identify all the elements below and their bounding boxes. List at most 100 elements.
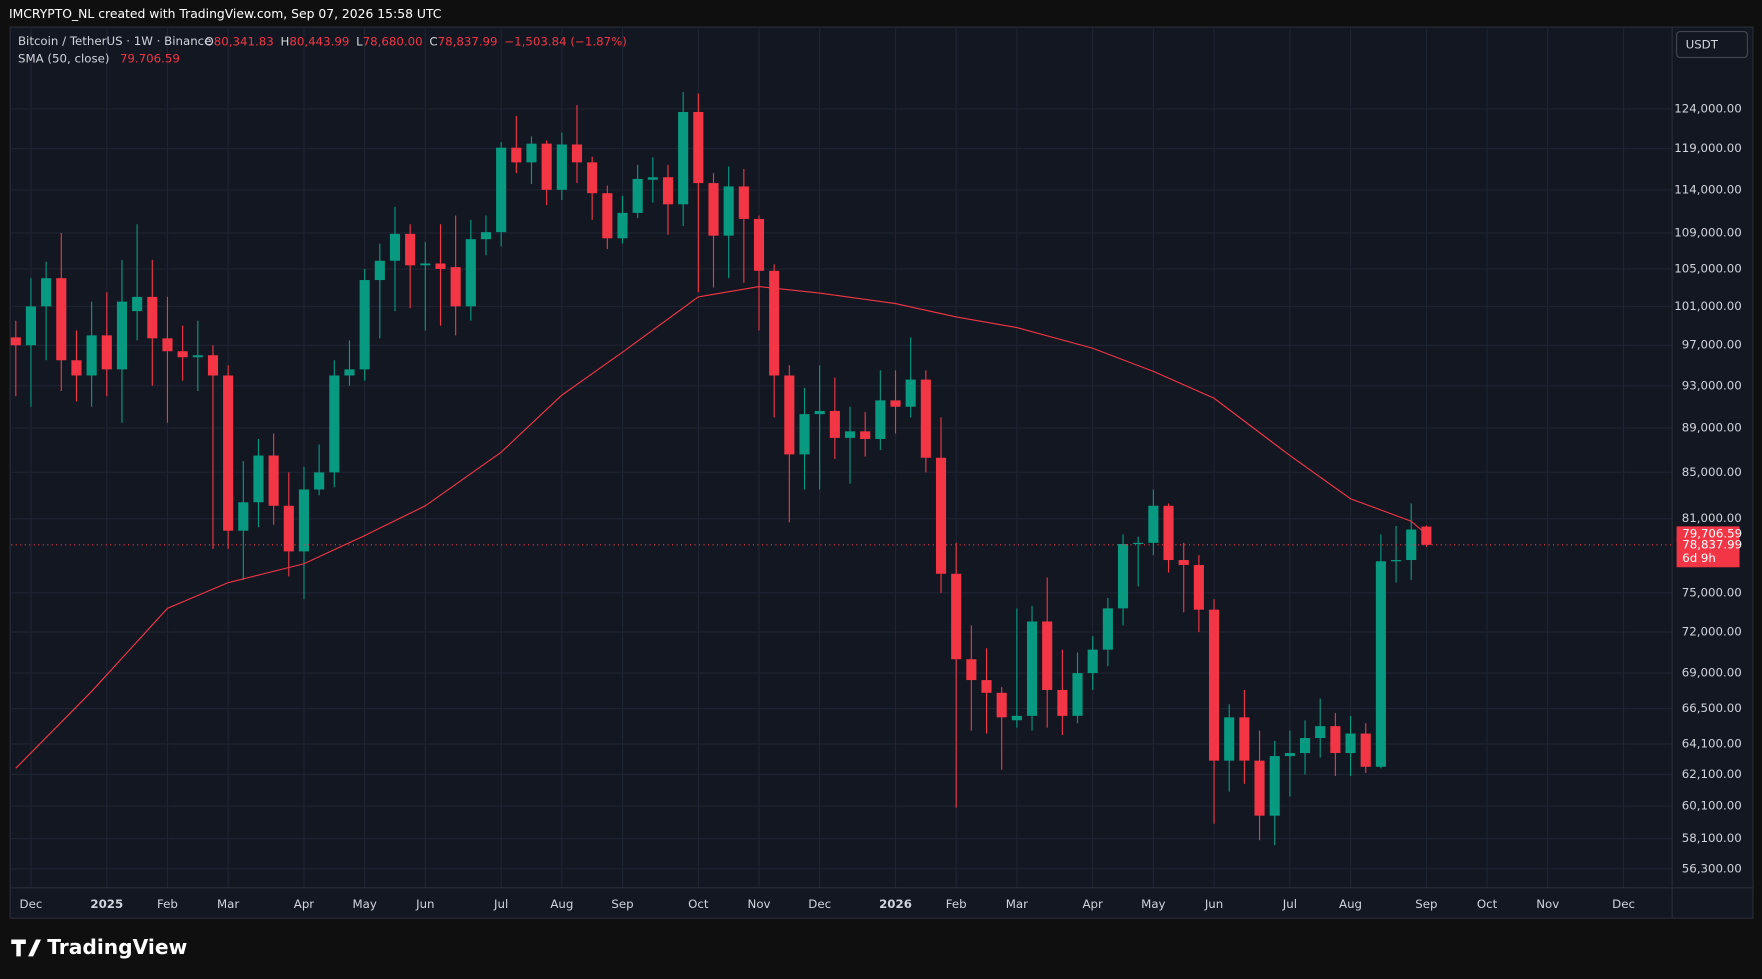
header: IMCRYPTO_NL created with TradingView.com… bbox=[9, 7, 441, 21]
candle-body bbox=[526, 143, 537, 163]
close-price-label: 78,837.99 bbox=[1682, 537, 1742, 551]
x-tick-label: Mar bbox=[217, 897, 239, 911]
x-tick-label: Jun bbox=[415, 897, 434, 911]
candle-body bbox=[617, 212, 628, 239]
candle-body bbox=[723, 186, 734, 236]
candle-body bbox=[920, 379, 931, 458]
candle-body bbox=[829, 410, 840, 438]
candle-body bbox=[662, 177, 674, 205]
x-tick-label: 2025 bbox=[90, 897, 123, 911]
candle-body bbox=[693, 112, 704, 184]
grid: 124,000.00 119,000.00 114,000.00 109,000.00… bbox=[11, 27, 1754, 919]
candle-body bbox=[1406, 529, 1417, 561]
currency[interactable]: USDT bbox=[1686, 38, 1719, 52]
candle-body bbox=[496, 147, 507, 233]
y-tick-label: 93,000.00 bbox=[1682, 378, 1742, 392]
x-tick-label: May bbox=[1141, 897, 1165, 911]
candle-body bbox=[56, 278, 67, 361]
candle-body bbox=[890, 400, 901, 407]
sma-price-label: 79,706.59 bbox=[1682, 527, 1742, 541]
close-price-box bbox=[1676, 536, 1740, 568]
candle-body bbox=[1375, 561, 1386, 767]
candle-body bbox=[996, 692, 1007, 718]
candle-body bbox=[1057, 689, 1068, 716]
candle-body bbox=[420, 263, 431, 266]
candle-body bbox=[814, 410, 825, 415]
candle-body bbox=[1072, 673, 1083, 716]
currency-button[interactable] bbox=[1676, 31, 1748, 58]
y-tick-label: 60,100.00 bbox=[1682, 799, 1742, 813]
candle-body bbox=[147, 296, 158, 339]
ohlc-value: 80,443.99 bbox=[289, 34, 349, 48]
x-tick-label: Feb bbox=[157, 897, 178, 911]
ohlc-value: 78,680.00 bbox=[363, 34, 423, 48]
ohlc-value: 80,341.83 bbox=[214, 34, 274, 48]
x-tick-label: Nov bbox=[1536, 897, 1559, 911]
candle-body bbox=[738, 186, 749, 219]
candle-body bbox=[1299, 737, 1311, 754]
ohlc-legend: O80,341.83 H80,443.99 L78,680.00 C78,837.99… bbox=[205, 34, 627, 48]
candle-body bbox=[223, 375, 234, 531]
y-tick-label: 62,100.00 bbox=[1682, 767, 1742, 781]
x-tick-label: Oct bbox=[1477, 897, 1498, 911]
brand-logo bbox=[11, 939, 42, 957]
x-tick-label: Jun bbox=[1204, 897, 1223, 911]
x-tick-label: Sep bbox=[611, 897, 633, 911]
y-tick-label: 56,300.00 bbox=[1682, 861, 1742, 875]
x-tick-label: Feb bbox=[946, 897, 967, 911]
candle-body bbox=[86, 335, 97, 376]
symbol: Bitcoin / TetherUS · 1W · Binance bbox=[18, 34, 211, 48]
candle-body bbox=[268, 455, 279, 506]
candle-body bbox=[981, 680, 992, 693]
ohlc-key: O bbox=[205, 34, 214, 48]
candle-body bbox=[1042, 621, 1053, 690]
y-tick-label: 105,000.00 bbox=[1674, 261, 1741, 275]
candle-body bbox=[769, 270, 780, 376]
y-tick-label: 97,000.00 bbox=[1682, 338, 1742, 352]
candle-body bbox=[207, 355, 219, 376]
overlay: Bitcoin / TetherUS · 1W · Binance O80,34… bbox=[11, 31, 1748, 959]
candle-body bbox=[41, 278, 52, 307]
y-tick-label: 85,000.00 bbox=[1682, 465, 1742, 479]
candle-body bbox=[1345, 733, 1356, 754]
candle-body bbox=[101, 335, 112, 370]
candle-body bbox=[1208, 609, 1220, 761]
candle-body bbox=[1026, 621, 1038, 716]
x-tick-label: Apr bbox=[1083, 897, 1104, 911]
candle-body bbox=[844, 431, 856, 438]
sma-line bbox=[15, 285, 1427, 769]
x-tick-label: Oct bbox=[688, 897, 709, 911]
candle-body bbox=[480, 232, 492, 240]
y-tick-label: 72,000.00 bbox=[1682, 625, 1742, 639]
candle-body bbox=[875, 400, 886, 439]
candle-body bbox=[450, 267, 461, 307]
candle-body bbox=[708, 183, 719, 236]
y-tick-label: 58,100.00 bbox=[1682, 831, 1742, 845]
candle-body bbox=[511, 147, 522, 163]
candle-body bbox=[1087, 649, 1098, 674]
candle-body bbox=[344, 369, 355, 376]
candle-body bbox=[116, 301, 128, 370]
sma-legend: SMA (50, close) 79.706.59 bbox=[18, 51, 180, 65]
x-tick-label: Sep bbox=[1415, 897, 1437, 911]
candle-body bbox=[71, 360, 82, 376]
x-tick-label: Aug bbox=[550, 897, 573, 911]
x-tick-label: Mar bbox=[1006, 897, 1028, 911]
candle-body bbox=[1239, 717, 1250, 761]
candle-body bbox=[647, 177, 658, 180]
y-tick-label: 64,100.00 bbox=[1682, 736, 1742, 750]
candle-body bbox=[435, 263, 446, 269]
candle-body bbox=[753, 218, 765, 271]
x-tick-label: Dec bbox=[808, 897, 831, 911]
candle-body bbox=[238, 502, 249, 531]
candle-body bbox=[556, 144, 567, 190]
candle-body bbox=[602, 193, 613, 239]
ohlc-value: 78,837.99 bbox=[438, 34, 498, 48]
x-tick-label: Dec bbox=[20, 897, 43, 911]
candle-body bbox=[283, 505, 294, 552]
x-tick-label: 2026 bbox=[879, 897, 912, 911]
candle-body bbox=[1011, 715, 1022, 721]
candle-body bbox=[389, 233, 401, 261]
candle-body bbox=[860, 431, 871, 439]
